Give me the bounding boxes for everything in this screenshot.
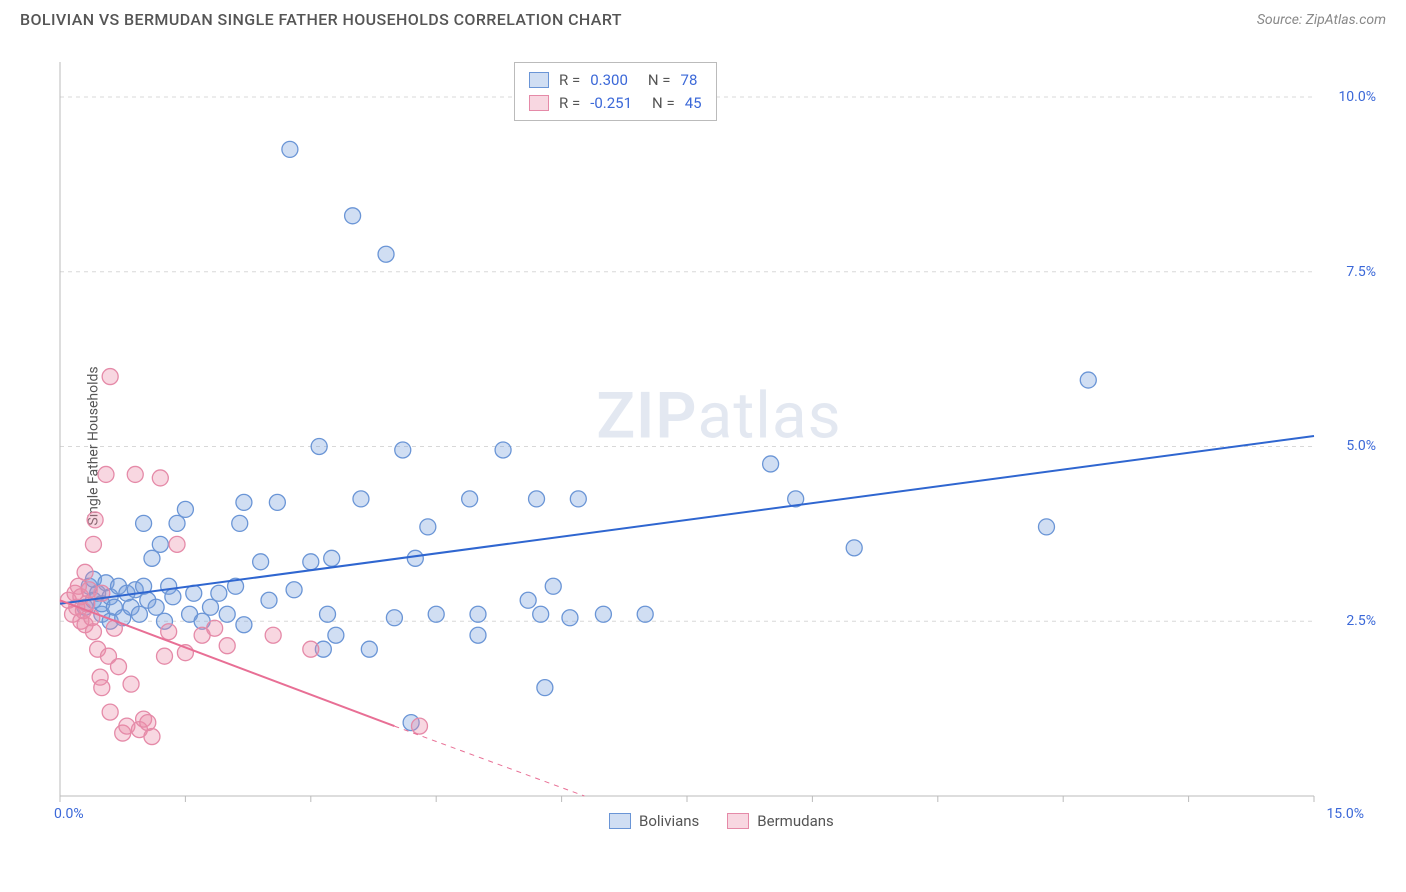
x-tick-label-left: 0.0% [54,806,84,822]
bermudans-legend-swatch [727,813,749,829]
source-attribution: Source: ZipAtlas.com [1257,12,1386,28]
chart-area: ZIPatlas R = 0.300 N = 78 R = -0.251 N =… [54,48,1384,832]
bolivians-swatch [529,72,549,88]
bolivians-legend-swatch [609,813,631,829]
y-tick-label: 5.0% [1346,438,1376,454]
legend-item-bolivians: Bolivians [609,812,699,830]
y-tick-label: 10.0% [1338,89,1376,105]
bermudans-swatch [529,95,549,111]
stats-legend-box: R = 0.300 N = 78 R = -0.251 N = 45 [514,62,717,121]
legend-item-bermudans: Bermudans [727,812,833,830]
bermudans-r-value: -0.251 [590,92,632,115]
bolivians-n-value: 78 [681,69,698,92]
y-tick-label: 2.5% [1346,613,1376,629]
stats-row-bermudans: R = -0.251 N = 45 [529,92,702,115]
chart-title: BOLIVIAN VS BERMUDAN SINGLE FATHER HOUSE… [20,10,622,29]
bolivians-r-value: 0.300 [590,69,628,92]
bermudans-n-value: 45 [685,92,702,115]
y-tick-label: 7.5% [1346,264,1376,280]
stats-row-bolivians: R = 0.300 N = 78 [529,69,702,92]
bottom-legend: Bolivians Bermudans [609,812,834,830]
x-tick-label-right: 15.0% [1326,806,1364,822]
scatter-plot-svg [54,48,1384,832]
